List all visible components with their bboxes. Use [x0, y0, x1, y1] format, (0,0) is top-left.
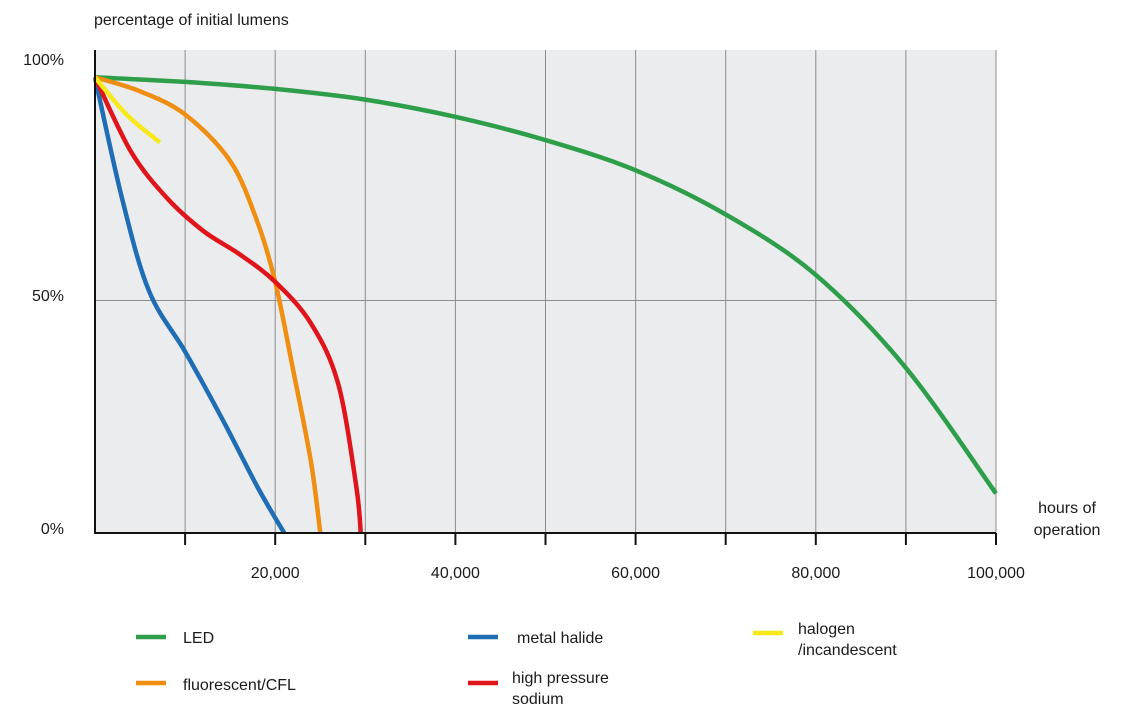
- series-line-halogen: [93, 75, 162, 145]
- axes: [94, 50, 997, 545]
- x-tick-label: 20,000: [251, 565, 300, 582]
- x-tick-label: 40,000: [431, 565, 480, 582]
- legend: LED metal halide halogen/incandescent fluor…: [136, 621, 897, 708]
- y-axis-title: percentage of initial lumens: [94, 12, 289, 29]
- legend-label-hps: high pressure: [512, 670, 609, 687]
- legend-label-fluorescent: fluorescent/CFL: [183, 677, 296, 694]
- axis-labels: 20,000 40,000 60,000 80,000 100,000 100% 50% 0%…: [23, 52, 1100, 582]
- legend-label-halogen: /incandescent: [798, 642, 897, 659]
- legend-label-hps: sodium: [512, 691, 564, 708]
- x-axis-title-line: hours of: [1038, 500, 1096, 517]
- y-tick-label: 50%: [32, 288, 64, 305]
- series-line-fluorescent: [94, 75, 323, 534]
- y-tick-label: 100%: [23, 52, 64, 69]
- y-tick-label: 0%: [41, 521, 64, 538]
- x-tick-label: 60,000: [611, 565, 660, 582]
- data-series: [92, 75, 998, 535]
- x-tick-label: 100,000: [967, 565, 1025, 582]
- series-line-led: [94, 75, 998, 495]
- x-tick-label: 80,000: [791, 565, 840, 582]
- legend-label-halogen: halogen: [798, 621, 855, 638]
- series-line-hps: [92, 76, 364, 534]
- series-line-metal-halide: [92, 76, 287, 535]
- legend-label-led: LED: [183, 630, 214, 647]
- x-axis-title-line: operation: [1034, 522, 1101, 539]
- legend-label-metal-halide: metal halide: [517, 630, 603, 647]
